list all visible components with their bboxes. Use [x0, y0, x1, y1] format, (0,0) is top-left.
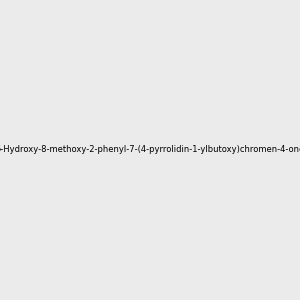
Text: 5-Hydroxy-8-methoxy-2-phenyl-7-(4-pyrrolidin-1-ylbutoxy)chromen-4-one: 5-Hydroxy-8-methoxy-2-phenyl-7-(4-pyrrol… — [0, 146, 300, 154]
